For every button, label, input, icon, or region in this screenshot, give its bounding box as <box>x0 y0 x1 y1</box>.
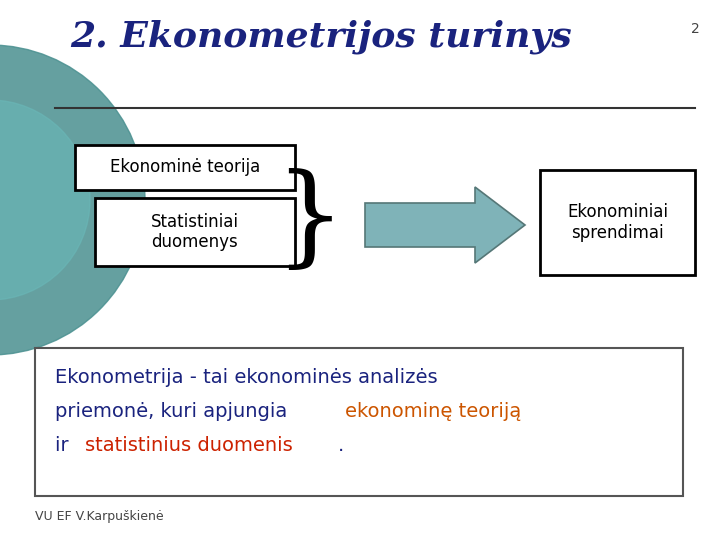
Text: VU EF V.Karpuškienė: VU EF V.Karpuškienė <box>35 510 163 523</box>
Bar <box>540 170 695 275</box>
Bar <box>75 145 295 190</box>
Text: statistinius duomenis: statistinius duomenis <box>85 436 293 455</box>
Text: .: . <box>338 436 344 455</box>
Circle shape <box>0 100 90 300</box>
Text: 2: 2 <box>691 22 700 36</box>
Text: Ekonominė teorija: Ekonominė teorija <box>110 159 260 177</box>
Bar <box>95 198 295 266</box>
Text: Ekonometrija - tai ekonominės analizės: Ekonometrija - tai ekonominės analizės <box>55 368 438 387</box>
Text: priemonė, kuri apjungia: priemonė, kuri apjungia <box>55 402 294 421</box>
Text: Ekonominiai
sprendimai: Ekonominiai sprendimai <box>567 203 668 242</box>
Text: ekonominę teoriją: ekonominę teoriją <box>345 402 521 421</box>
Text: Statistiniai
duomenys: Statistiniai duomenys <box>151 213 239 252</box>
Bar <box>35 348 683 496</box>
Text: ir: ir <box>55 436 75 455</box>
Circle shape <box>0 45 145 355</box>
Polygon shape <box>365 187 525 263</box>
Text: 2. Ekonometrijos turinys: 2. Ekonometrijos turinys <box>70 20 572 55</box>
Text: }: } <box>274 168 346 275</box>
